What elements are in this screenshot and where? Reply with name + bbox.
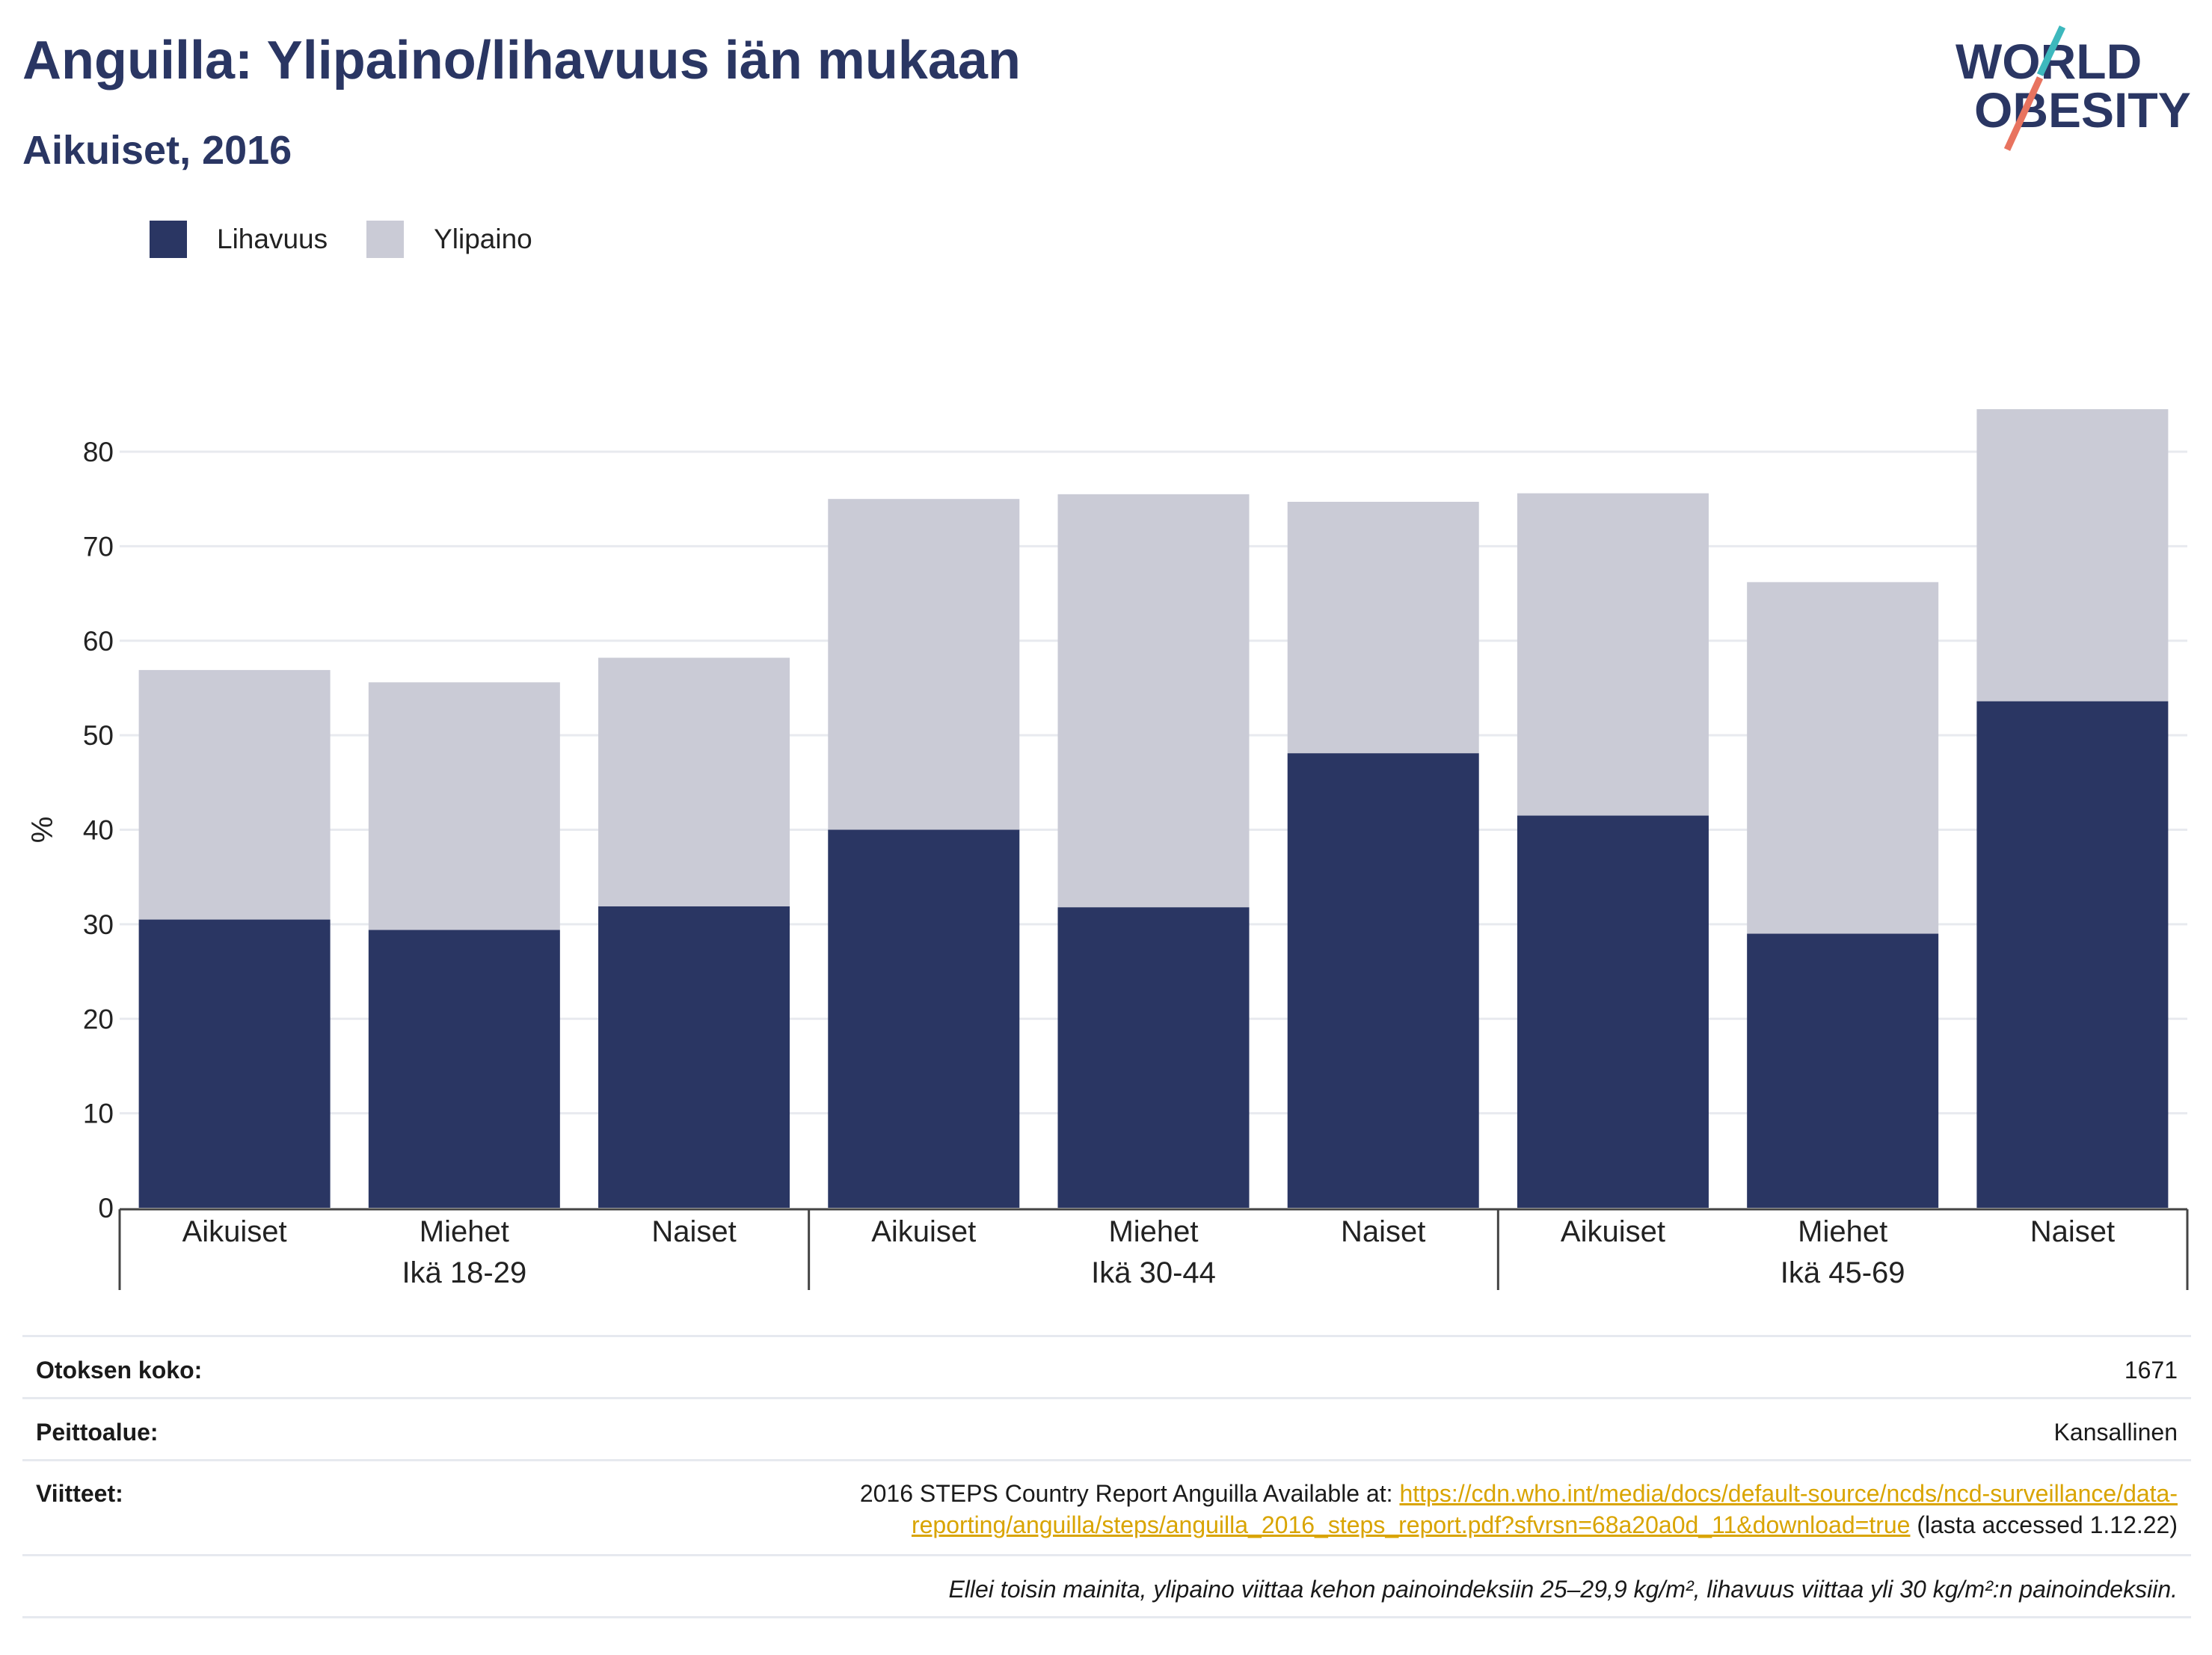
sample-size-value: 1671 [2124, 1357, 2178, 1384]
x-category-label: Miehet [1798, 1215, 1887, 1248]
bar-overweight [138, 669, 331, 920]
y-tick-label: 30 [83, 909, 114, 940]
references-link-part1[interactable]: https://cdn.who.int/media/docs/default-s… [1399, 1480, 2178, 1507]
y-tick-label: 50 [83, 720, 114, 751]
stacked-bar-chart: 0 10 20 30 40 50 60 70 80% Aikuiset Miehet Naiset Ai… [26, 409, 2189, 1290]
sample-size-label: Otoksen koko: [36, 1357, 203, 1384]
x-group-label: Ikä 18-29 [402, 1256, 526, 1289]
legend-label-obesity: Lihavuus [217, 224, 328, 254]
x-category-label: Aikuiset [182, 1215, 287, 1248]
bar-overweight [598, 657, 790, 906]
bar-overweight [1517, 493, 1709, 816]
legend-label-overweight: Ylipaino [434, 224, 532, 254]
bar-overweight [1747, 582, 1939, 934]
logo-slash-coral [2003, 76, 2044, 151]
x-category-label: Naiset [651, 1215, 736, 1248]
x-category-label: Naiset [1341, 1215, 1425, 1248]
logo-slash-teal [2036, 25, 2066, 76]
bar-overweight [1976, 409, 2169, 701]
references-text: 2016 STEPS Country Report Anguilla Avail… [859, 1480, 1400, 1507]
y-tick-label: 20 [83, 1004, 114, 1034]
y-tick-label: 40 [83, 815, 114, 846]
page-title: Anguilla: Ylipaino/lihavuus iän mukaan [22, 31, 1021, 90]
bar-overweight [828, 499, 1020, 830]
x-category-label: Aikuiset [871, 1215, 976, 1248]
x-category-label: Miehet [420, 1215, 509, 1248]
legend-item-overweight[interactable]: Ylipaino [366, 221, 532, 258]
legend-item-obesity[interactable]: Lihavuus [150, 221, 328, 258]
page-subtitle: Aikuiset, 2016 [22, 128, 292, 173]
y-axis-label: % [26, 817, 59, 844]
y-tick-label: 70 [83, 531, 114, 562]
coverage-label: Peittoalue: [36, 1419, 159, 1446]
y-tick-label: 80 [83, 437, 114, 467]
references-value: 2016 STEPS Country Report Anguilla Avail… [860, 1478, 2178, 1541]
bar-obesity [368, 930, 560, 1208]
info-table: Otoksen koko: 1671 Peittoalue: Kansallin… [22, 1335, 2191, 1618]
bar-overweight [368, 682, 560, 930]
logo-text-obesity: OBESITY [1974, 82, 2191, 138]
x-category-label: Naiset [2030, 1215, 2115, 1248]
bar-obesity [1517, 815, 1709, 1208]
bar-overweight [1057, 494, 1250, 908]
definition-note: Ellei toisin mainita, ylipaino viittaa k… [948, 1576, 2178, 1603]
y-tick-label: 0 [98, 1193, 114, 1223]
bar-obesity [1057, 907, 1250, 1208]
bar-obesity [1976, 701, 2169, 1208]
bar-overweight [1287, 501, 1479, 754]
info-row-coverage: Peittoalue: Kansallinen [22, 1397, 2191, 1459]
bar-obesity [598, 906, 790, 1208]
world-obesity-logo: WORLD OBESITY [1956, 25, 2191, 151]
x-group-label: Ikä 30-44 [1091, 1256, 1216, 1289]
bar-obesity [828, 829, 1020, 1208]
references-suffix: (lasta accessed 1.12.22) [1910, 1511, 2178, 1538]
legend-swatch-obesity [150, 221, 187, 258]
info-bottom-divider [22, 1616, 2191, 1618]
info-row-references: Viitteet: 2016 STEPS Country Report Angu… [22, 1459, 2191, 1554]
references-link-part2[interactable]: reporting/anguilla/steps/anguilla_2016_s… [911, 1511, 1911, 1538]
bar-obesity [138, 919, 331, 1208]
bar-obesity [1287, 753, 1479, 1208]
info-row-sample: Otoksen koko: 1671 [22, 1335, 2191, 1397]
y-tick-label: 10 [83, 1099, 114, 1129]
x-group-label: Ikä 45-69 [1781, 1256, 1905, 1289]
chart-legend: Lihavuus Ylipaino [150, 221, 571, 258]
legend-swatch-overweight [366, 221, 405, 258]
references-label: Viitteet: [36, 1480, 123, 1507]
info-row-note: Ellei toisin mainita, ylipaino viittaa k… [22, 1554, 2191, 1616]
coverage-value: Kansallinen [2053, 1419, 2178, 1446]
x-category-label: Miehet [1108, 1215, 1198, 1248]
x-category-label: Aikuiset [1561, 1215, 1665, 1248]
bar-obesity [1747, 933, 1939, 1208]
y-tick-label: 60 [83, 626, 114, 657]
